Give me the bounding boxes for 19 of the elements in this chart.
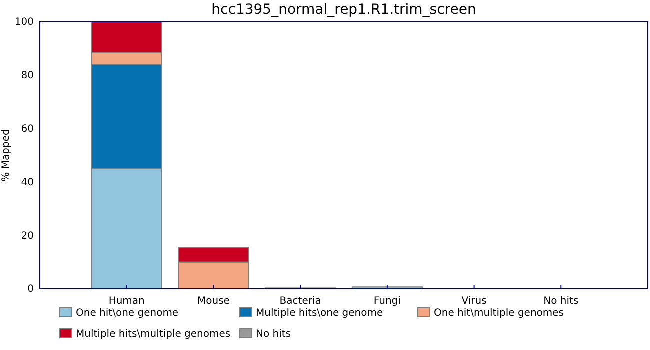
x-tick-label: Bacteria <box>280 296 322 308</box>
y-tick-label: 40 <box>21 177 34 188</box>
y-tick-label: 0 <box>28 284 34 296</box>
y-tick-label: 20 <box>21 230 34 242</box>
legend-label: No hits <box>256 329 292 340</box>
legend-label: One hit\multiple genomes <box>434 308 564 319</box>
legend-label: Multiple hits\multiple genomes <box>76 329 231 340</box>
y-tick-label: 60 <box>21 124 34 135</box>
y-axis-title: % Mapped <box>1 129 12 182</box>
y-tick-label: 100 <box>14 17 34 28</box>
y-tick-label: 80 <box>21 70 34 82</box>
x-tick-label: Mouse <box>197 296 230 308</box>
x-tick-label: Virus <box>462 296 487 308</box>
chart-title: hcc1395_normal_rep1.R1.trim_screen <box>212 2 476 18</box>
x-tick-label: Human <box>108 296 145 308</box>
x-tick-label: Fungi <box>374 296 401 308</box>
legend-label: Multiple hits\one genome <box>256 308 384 319</box>
x-tick-label: No hits <box>544 296 579 308</box>
legend-label: One hit\one genome <box>76 308 179 319</box>
